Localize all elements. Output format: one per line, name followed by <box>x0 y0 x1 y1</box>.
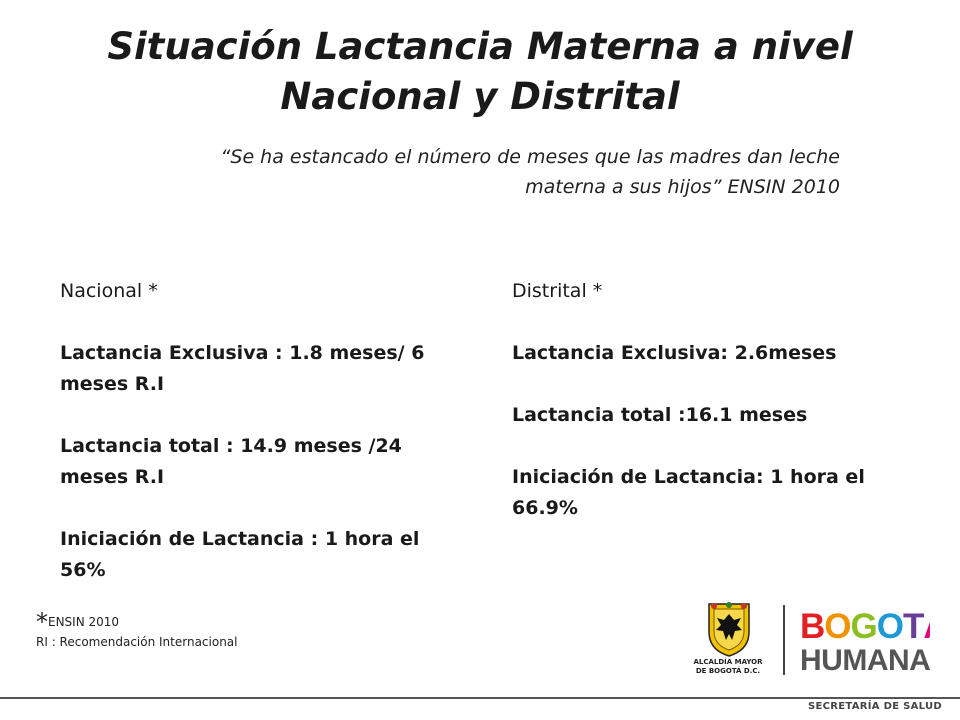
distrital-item-iniciacion: Iniciación de Lactancia: 1 hora el 66.9% <box>512 466 865 519</box>
quote-line-2: materna a sus hijos” ENSIN 2010 <box>525 176 840 198</box>
logo-letter-b: B <box>800 607 824 646</box>
alcaldia-text: ALCALDÍA MAYOR DE BOGOTÁ D.C. <box>688 658 768 676</box>
bogota-humana-logo: BOGOTÁ HUMANA <box>800 606 930 676</box>
secretaria-label: SECRETARÍA DE SALUD <box>807 701 942 712</box>
nacional-item-total: Lactancia total : 14.9 meses /24 meses R… <box>60 435 402 488</box>
logo-letter-a: Á <box>923 606 930 646</box>
distrital-heading: Distrital * <box>512 280 603 302</box>
nacional-item-iniciacion: Iniciación de Lactancia : 1 hora el 56% <box>60 528 420 581</box>
logo-letter-g: G <box>851 607 877 646</box>
distrital-column: Distrital * Lactancia Exclusiva: 2.6mese… <box>512 276 892 555</box>
logo-letter-t: T <box>903 607 924 646</box>
logo-letter-o1: O <box>824 607 850 646</box>
footnote-ri: RI : Recomendación Internacional <box>36 635 238 649</box>
logo-humana: HUMANA <box>800 644 930 676</box>
svg-text:BOGOTÁ: BOGOTÁ <box>800 606 930 646</box>
quote: “Se ha estancado el número de meses que … <box>140 142 840 202</box>
footnote-source-line: *ENSIN 2010 <box>36 610 238 634</box>
logo-letter-o2: O <box>877 607 903 646</box>
page-title: Situación Lactancia Materna a nivel Naci… <box>0 22 960 122</box>
distrital-item-total: Lactancia total :16.1 meses <box>512 404 808 426</box>
quote-line-1: “Se ha estancado el número de meses que … <box>220 146 840 168</box>
alcaldia-line-2: DE BOGOTÁ D.C. <box>695 667 761 675</box>
coat-of-arms-logo <box>708 602 750 657</box>
nacional-column: Nacional * Lactancia Exclusiva : 1.8 mes… <box>60 276 430 617</box>
footer-rule <box>0 697 960 699</box>
footnote: *ENSIN 2010 RI : Recomendación Internaci… <box>36 610 238 652</box>
nacional-item-exclusiva: Lactancia Exclusiva : 1.8 meses/ 6 meses… <box>60 342 425 395</box>
title-line-2: Nacional y Distrital <box>280 75 680 118</box>
alcaldia-line-1: ALCALDÍA MAYOR <box>693 658 763 666</box>
title-line-1: Situación Lactancia Materna a nivel <box>107 25 853 68</box>
nacional-heading: Nacional * <box>60 280 158 302</box>
footnote-star: * <box>36 608 48 636</box>
distrital-item-exclusiva: Lactancia Exclusiva: 2.6meses <box>512 342 837 364</box>
footnote-source: ENSIN 2010 <box>48 615 120 629</box>
logo-divider <box>783 605 785 675</box>
